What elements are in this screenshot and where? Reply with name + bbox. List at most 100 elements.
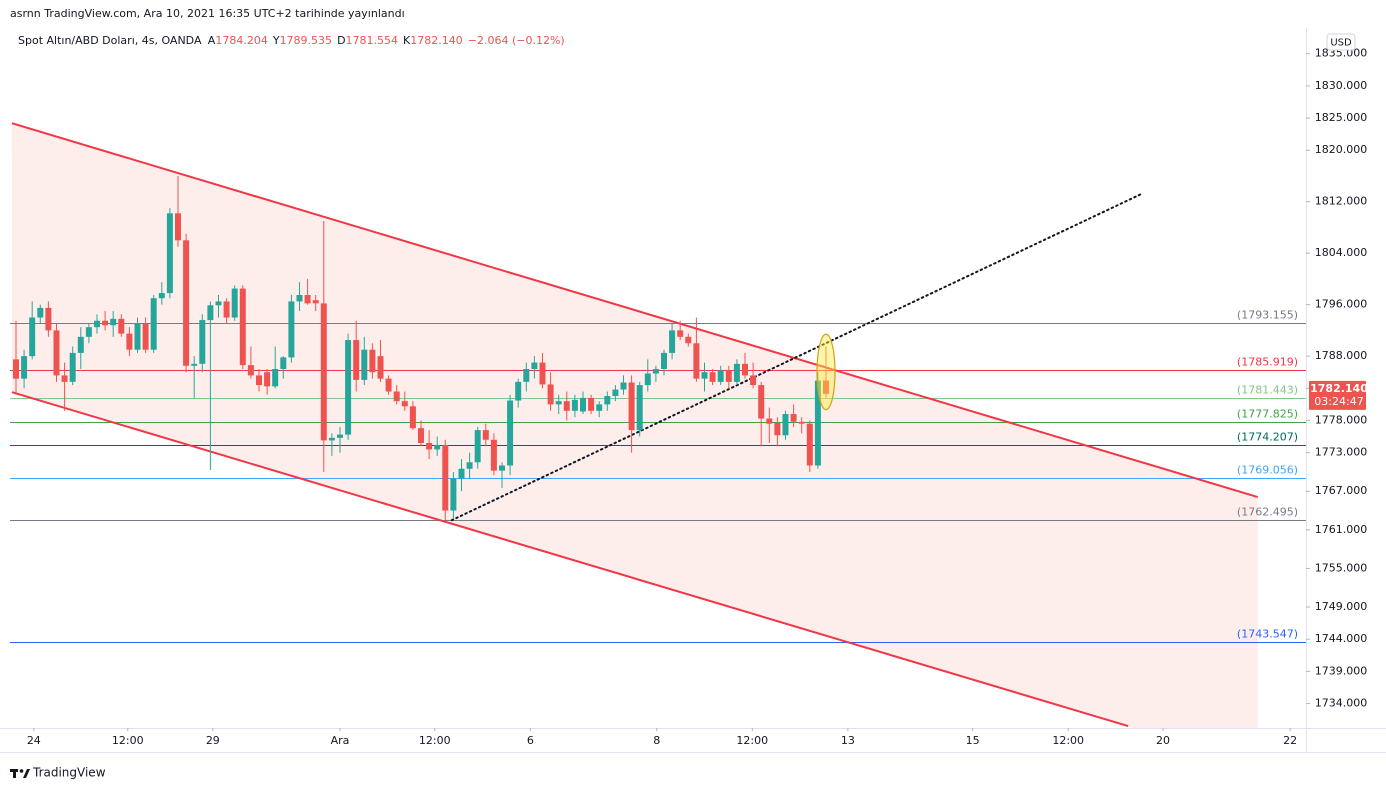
candle-body	[669, 330, 676, 353]
x-tick-label: 22	[1283, 734, 1297, 747]
candle-body	[741, 363, 748, 376]
candle-body	[53, 330, 60, 376]
axes: 1835.0001830.0001825.0001820.0001812.000…	[27, 47, 1368, 747]
candle-body	[328, 437, 335, 441]
candle-body	[166, 213, 173, 294]
countdown-label: 03:24:47	[1314, 395, 1363, 408]
level-label: (1743.547)	[1237, 628, 1298, 641]
x-tick-label: 29	[206, 734, 220, 747]
candle-body	[158, 293, 165, 299]
candle-body	[223, 301, 230, 318]
candle-body	[806, 423, 813, 466]
legend-key: K	[403, 34, 411, 47]
candle-body	[142, 323, 149, 350]
candle-body	[750, 375, 757, 386]
candle-body	[822, 380, 829, 394]
candle-body	[814, 380, 821, 466]
candle-body	[255, 375, 262, 386]
candle-body	[296, 295, 303, 302]
candle-body	[320, 303, 327, 441]
candle-body	[45, 307, 52, 331]
level-label: (1774.207)	[1237, 431, 1298, 444]
candle-body	[417, 428, 424, 443]
candle-body	[547, 384, 554, 405]
y-tick-label: 1755.000	[1315, 561, 1368, 574]
candle-body	[458, 468, 465, 479]
candle-body	[393, 391, 400, 402]
y-tick-label: 1744.000	[1315, 632, 1368, 645]
candle-body	[247, 365, 254, 376]
candle-body	[29, 317, 36, 357]
y-tick-label: 1778.000	[1315, 413, 1368, 426]
level-label: (1769.056)	[1237, 464, 1298, 477]
level-label: (1781.443)	[1237, 384, 1298, 397]
candle-body	[239, 288, 246, 366]
candle-body	[498, 465, 505, 471]
y-tick-label: 1820.000	[1315, 143, 1368, 156]
candle-body	[102, 320, 109, 326]
candle-body	[110, 318, 117, 326]
candle-body	[628, 382, 635, 431]
candle-body	[85, 327, 92, 337]
candle-body	[77, 336, 84, 353]
brand-logo	[10, 769, 30, 778]
trend-line	[450, 192, 1144, 522]
candle-body	[482, 430, 489, 440]
candle-body	[288, 301, 295, 358]
legend-change: −2.064 (−0.12%)	[468, 34, 565, 47]
candle-body	[466, 462, 473, 469]
currency-box[interactable]	[1326, 33, 1356, 51]
candle-body	[426, 442, 433, 450]
y-tick-label: 1734.000	[1315, 697, 1368, 710]
y-tick-label: 1812.000	[1315, 195, 1368, 208]
y-tick-label: 1788.000	[1315, 349, 1368, 362]
candle-body	[304, 295, 311, 304]
brand: TradingView	[32, 766, 106, 780]
candle-body	[37, 307, 44, 318]
candle-body	[579, 397, 586, 412]
x-tick-label: 15	[966, 734, 980, 747]
candle-body	[717, 370, 724, 382]
level-label: (1777.825)	[1237, 408, 1298, 421]
candle-body	[312, 300, 319, 304]
candle-body	[231, 288, 238, 318]
candle-body	[280, 357, 287, 369]
candle-body	[272, 368, 279, 387]
candle-body	[644, 373, 651, 386]
x-tick-label: 12:00	[112, 734, 144, 747]
y-tick-label: 1749.000	[1315, 600, 1368, 613]
channel-upper-line	[11, 122, 1259, 498]
candle-body	[693, 343, 700, 379]
y-tick-label: 1767.000	[1315, 484, 1368, 497]
candle-body	[183, 240, 190, 366]
currency: USD	[1330, 38, 1352, 49]
candle-body	[93, 320, 100, 328]
candle-body	[733, 363, 740, 382]
candle-body	[207, 305, 214, 321]
candle-body	[790, 414, 797, 422]
highlight-ellipse	[816, 333, 836, 411]
legend-key: Y	[272, 34, 280, 47]
x-tick-label: 6	[527, 734, 534, 747]
level-label: (1793.155)	[1237, 309, 1298, 322]
candle-body	[571, 399, 578, 411]
candle-body	[264, 372, 271, 387]
candle-body	[490, 439, 497, 471]
candle-body	[758, 385, 765, 419]
legend-value: 1782.140	[410, 34, 463, 47]
candle-body	[636, 385, 643, 431]
candle-body	[531, 362, 538, 369]
legend-value: 1784.204	[215, 34, 268, 47]
legend-text: Spot Altın/ABD Doları, 4s, OANDA A1784.20…	[18, 34, 565, 47]
candle-body	[685, 336, 692, 344]
candle-body	[353, 340, 360, 380]
candle-body	[199, 320, 206, 364]
candle-body	[369, 349, 376, 373]
y-tick-label: 1739.000	[1315, 664, 1368, 677]
y-tick-label: 1761.000	[1315, 523, 1368, 536]
candle-body	[677, 330, 684, 337]
candle-body	[336, 434, 343, 438]
candle-body	[215, 301, 222, 306]
candle-body	[725, 370, 732, 382]
